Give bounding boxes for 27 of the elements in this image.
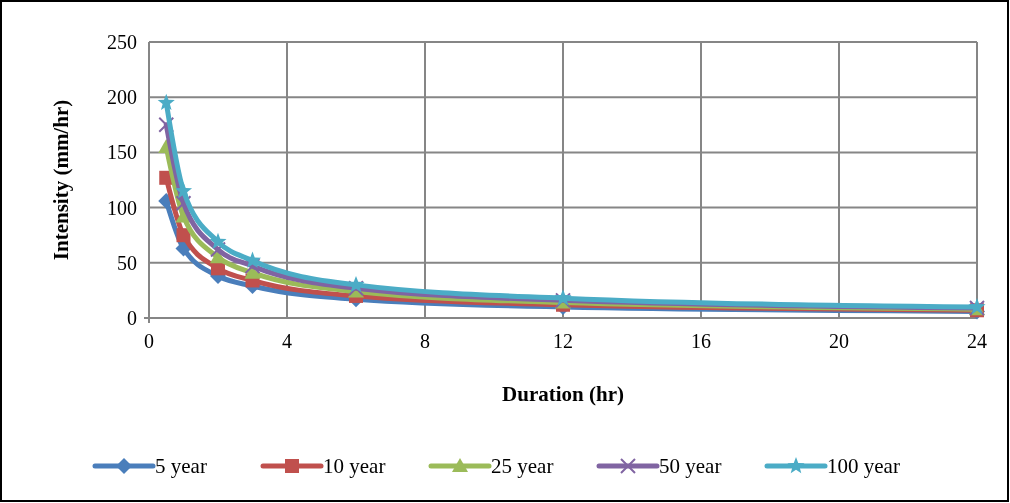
- point: [210, 241, 226, 258]
- point: [176, 228, 191, 243]
- legend-label: 25 year: [491, 454, 554, 479]
- legend-label: 50 year: [659, 454, 722, 479]
- point: [175, 195, 192, 212]
- x-tick-label: 24: [967, 330, 987, 352]
- legend-label: 5 year: [155, 454, 207, 479]
- x-tick-label: 16: [691, 330, 711, 352]
- y-tick-label: 100: [107, 196, 137, 219]
- point: [157, 93, 175, 110]
- y-axis-title: Intensity (mm/hr): [49, 99, 73, 261]
- point: [244, 258, 261, 275]
- y-tick-label: 200: [107, 86, 137, 109]
- legend-label: 100 year: [827, 454, 900, 479]
- point: [209, 232, 227, 250]
- y-tick-label: 0: [127, 307, 137, 329]
- y-tick-label: 150: [107, 141, 137, 164]
- legend-label: 10 year: [323, 454, 386, 479]
- x-tick-label: 8: [420, 330, 430, 352]
- y-tick-label: 250: [107, 31, 137, 53]
- point: [174, 182, 193, 199]
- x-tick-label: 20: [829, 330, 849, 352]
- y-tick-label: 50: [117, 251, 137, 274]
- x-tick-label: 4: [282, 330, 292, 352]
- x-tick-label: 0: [144, 330, 154, 352]
- x-tick-label: 12: [553, 330, 573, 352]
- x-axis-title: Duration (hr): [502, 382, 624, 406]
